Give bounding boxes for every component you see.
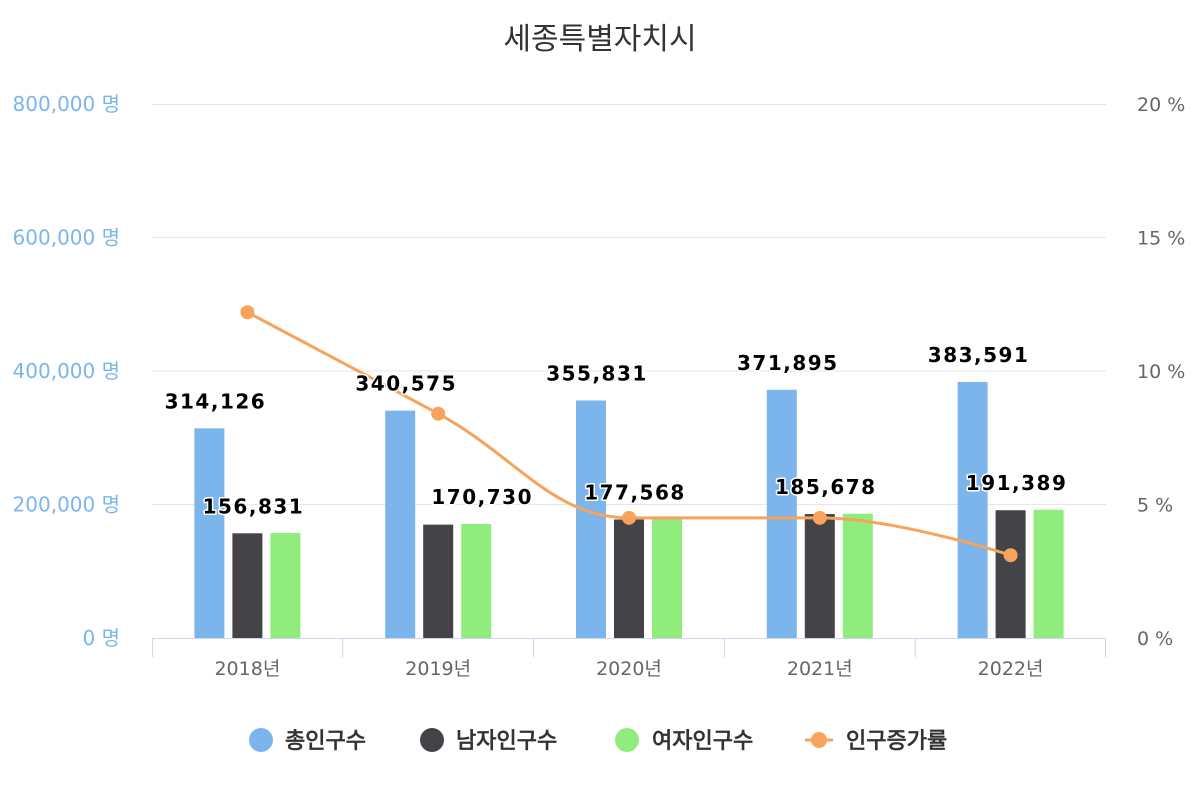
total-population-bar[interactable] [194, 428, 225, 638]
male-population-data-label: 185,678 [775, 475, 877, 499]
female-population-bar[interactable] [1033, 509, 1064, 638]
total-population-bar[interactable] [766, 389, 797, 638]
legend-symbol-female-population [615, 728, 639, 752]
y-axis-right-tick-label: 0 % [1137, 628, 1173, 650]
total-population-data-label: 371,895 [737, 351, 839, 375]
x-axis-category-label: 2022년 [978, 658, 1044, 680]
population-growth-rate-point-marker[interactable] [812, 510, 827, 525]
male-population-bar[interactable] [232, 533, 263, 638]
population-growth-rate-point-marker[interactable] [240, 305, 255, 320]
x-axis-category-label: 2021년 [787, 658, 853, 680]
legend-symbol-male-population [420, 728, 444, 752]
line-series-group [240, 305, 1018, 563]
male-population-bar[interactable] [995, 510, 1026, 638]
legend-label-female-population: 여자인구수 [652, 729, 753, 754]
y-axis-left-labels: 0 명 200,000 명 400,000 명 600,000 명 800,00… [13, 92, 120, 650]
total-population-data-label: 383,591 [928, 343, 1030, 367]
legend-item-population-growth-rate[interactable]: 인구증가률 [805, 729, 947, 754]
legend-item-male-population[interactable]: 남자인구수 [420, 728, 557, 754]
y-axis-left-tick-label: 200,000 명 [13, 493, 120, 517]
data-labels-group: 314,126 340,575 355,831 371,895 383,591 156,8… [163, 341, 1068, 519]
legend-symbol-total-population [249, 728, 273, 752]
y-axis-left-tick-label: 800,000 명 [13, 92, 120, 116]
female-population-bar[interactable] [652, 519, 682, 638]
total-population-data-label: 314,126 [165, 389, 267, 413]
population-growth-rate-point-marker[interactable] [622, 510, 636, 525]
female-population-data-label: 170,730 [431, 485, 533, 509]
legend-label-population-growth-rate: 인구증가률 [846, 729, 947, 754]
y-axis-left-tick-label: 600,000 명 [13, 226, 120, 250]
chart-title: 세종특별자치시 [503, 22, 696, 57]
male-population-data-label: 156,831 [203, 494, 305, 518]
total-population-data-label: 340,575 [355, 372, 457, 396]
male-population-data-label: 191,389 [966, 471, 1068, 495]
total-population-bar[interactable] [576, 400, 606, 638]
total-population-bar[interactable] [385, 410, 416, 638]
y-axis-left-tick-label: 400,000 명 [13, 359, 120, 383]
total-population-data-label: 355,831 [546, 361, 648, 385]
x-axis-category-label: 2020년 [596, 658, 662, 680]
y-axis-right-tick-label: 15 % [1137, 228, 1185, 250]
x-axis-ticks [152, 638, 1106, 657]
y-axis-right-labels: 0 % 5 % 10 % 15 % 20 % [1137, 94, 1185, 650]
x-axis-category-label: 2019년 [405, 658, 471, 680]
y-axis-left-tick-label: 0 명 [83, 626, 120, 650]
legend-item-total-population[interactable]: 총인구수 [249, 728, 366, 754]
male-population-data-label: 177,568 [584, 480, 686, 504]
plot-area: 314,126 340,575 355,831 371,895 383,591 156,8… [163, 305, 1068, 638]
x-axis-labels: 2018년 2019년 2020년 2021년 2022년 [214, 658, 1043, 680]
y-axis-right-tick-label: 10 % [1137, 361, 1185, 383]
legend-label-total-population: 총인구수 [285, 729, 366, 754]
male-population-bar[interactable] [804, 514, 835, 638]
female-population-bar[interactable] [461, 524, 492, 638]
female-population-bar[interactable] [270, 533, 301, 638]
legend-label-male-population: 남자인구수 [456, 729, 557, 754]
legend: 총인구수 남자인구수 여자인구수 인구증가률 [249, 728, 947, 754]
bar-series-group [194, 381, 1064, 638]
x-axis-category-label: 2018년 [214, 658, 280, 680]
legend-symbol-marker-growth-rate [811, 732, 827, 748]
grid [152, 104, 1106, 505]
population-growth-rate-point-marker[interactable] [1003, 548, 1018, 563]
y-axis-right-tick-label: 20 % [1137, 94, 1185, 116]
male-population-bar[interactable] [423, 524, 454, 638]
total-population-bar[interactable] [957, 381, 988, 638]
male-population-bar[interactable] [614, 519, 644, 638]
y-axis-right-tick-label: 5 % [1137, 495, 1173, 517]
legend-item-female-population[interactable]: 여자인구수 [615, 728, 753, 754]
population-growth-rate-point-marker[interactable] [431, 406, 446, 421]
female-population-bar[interactable] [842, 513, 873, 638]
